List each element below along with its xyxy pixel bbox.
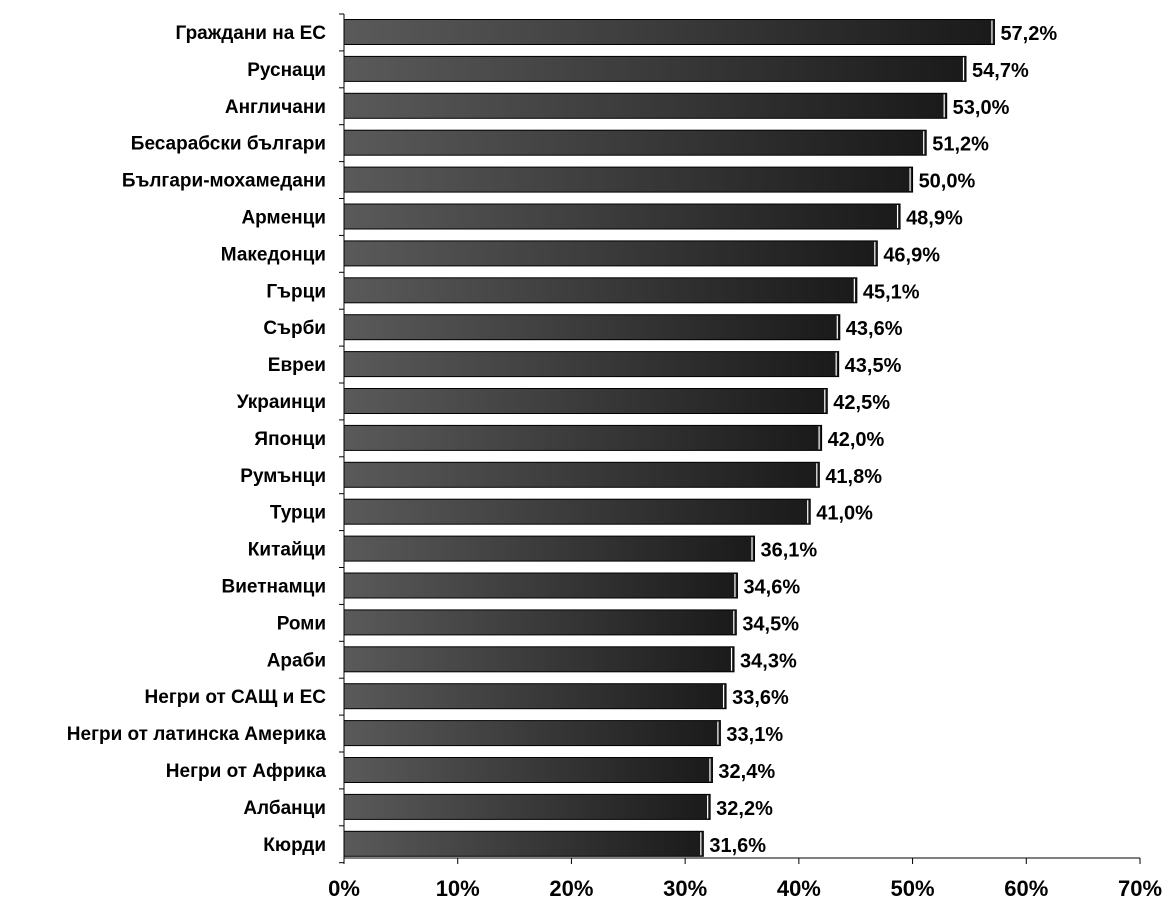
bar	[343, 424, 823, 451]
x-tick-label: 40%	[777, 876, 821, 901]
category-label: Руснаци	[247, 60, 326, 81]
x-tick-label: 30%	[663, 876, 707, 901]
data-label: 45,1%	[863, 281, 920, 303]
bar	[343, 92, 948, 119]
axes-group	[339, 13, 1141, 864]
category-label: Кюрди	[263, 835, 326, 856]
data-label: 48,9%	[906, 208, 963, 230]
bar	[343, 461, 820, 488]
category-label: Албанци	[243, 798, 326, 819]
bar	[343, 830, 704, 857]
data-label: 34,5%	[742, 613, 799, 635]
category-label: Турци	[270, 503, 326, 524]
bar	[343, 240, 878, 267]
category-label: Сърби	[263, 318, 326, 339]
bar	[343, 720, 721, 747]
category-label: Китайци	[248, 540, 326, 561]
category-label: Украинци	[237, 392, 326, 413]
data-label: 34,6%	[743, 577, 800, 599]
bar	[343, 351, 840, 378]
category-label: Българи-мохамедани	[122, 171, 326, 192]
bar	[343, 757, 713, 783]
x-tick-label: 10%	[436, 876, 480, 901]
category-label: Македонци	[221, 244, 326, 265]
bar	[343, 498, 811, 525]
bar	[343, 19, 995, 45]
data-label: 34,3%	[740, 650, 797, 672]
category-label: Араби	[267, 650, 326, 671]
x-tick-label: 50%	[891, 876, 935, 901]
data-label: 43,5%	[845, 355, 902, 377]
category-label: Англичани	[225, 97, 326, 118]
bar	[343, 793, 711, 820]
bar	[343, 55, 967, 82]
data-label: 32,4%	[718, 761, 775, 783]
data-label: 54,7%	[972, 60, 1029, 82]
data-label: 53,0%	[953, 97, 1010, 119]
category-label: Негри от латинска Америка	[67, 724, 327, 745]
bar	[343, 646, 735, 673]
category-label: Арменци	[241, 208, 326, 229]
category-label: Виетнамци	[222, 577, 326, 598]
data-label: 51,2%	[932, 134, 989, 156]
bar	[343, 683, 727, 710]
data-label: 31,6%	[709, 835, 766, 857]
category-label: Роми	[277, 613, 326, 634]
bars-group	[343, 19, 995, 857]
category-label: Японци	[254, 429, 326, 450]
x-tick-label: 0%	[328, 876, 360, 901]
category-label: Евреи	[268, 355, 326, 376]
bar	[343, 166, 914, 193]
category-label: Негри от САЩ и ЕС	[145, 687, 327, 708]
x-tick-label: 60%	[1004, 876, 1048, 901]
data-label: 33,6%	[732, 687, 789, 709]
data-label: 41,8%	[825, 466, 882, 488]
category-label: Румънци	[240, 466, 326, 487]
data-label: 42,5%	[833, 392, 890, 414]
data-label: 33,1%	[726, 724, 783, 746]
category-label: Гърци	[266, 281, 326, 302]
data-label: 43,6%	[846, 318, 903, 340]
labels-group: Граждани на ЕС 57,2% Руснаци 54,7% Англичани…	[67, 23, 1162, 901]
bar	[343, 203, 901, 230]
category-label: Негри от Африка	[166, 761, 327, 782]
bar	[343, 388, 828, 414]
bar	[343, 572, 738, 599]
bar	[343, 535, 756, 562]
category-label: Бесарабски българи	[131, 134, 326, 155]
data-label: 50,0%	[919, 171, 976, 193]
bar	[343, 277, 858, 304]
bar	[343, 609, 737, 636]
bar	[343, 314, 841, 341]
data-label: 36,1%	[761, 540, 818, 562]
bar	[343, 129, 927, 156]
data-label: 57,2%	[1000, 23, 1057, 45]
category-label: Граждани на ЕС	[176, 23, 327, 44]
x-tick-label: 20%	[549, 876, 593, 901]
x-tick-label: 70%	[1118, 876, 1162, 901]
data-label: 42,0%	[828, 429, 885, 451]
data-label: 41,0%	[816, 503, 873, 525]
data-label: 32,2%	[716, 798, 773, 820]
data-label: 46,9%	[883, 244, 940, 266]
